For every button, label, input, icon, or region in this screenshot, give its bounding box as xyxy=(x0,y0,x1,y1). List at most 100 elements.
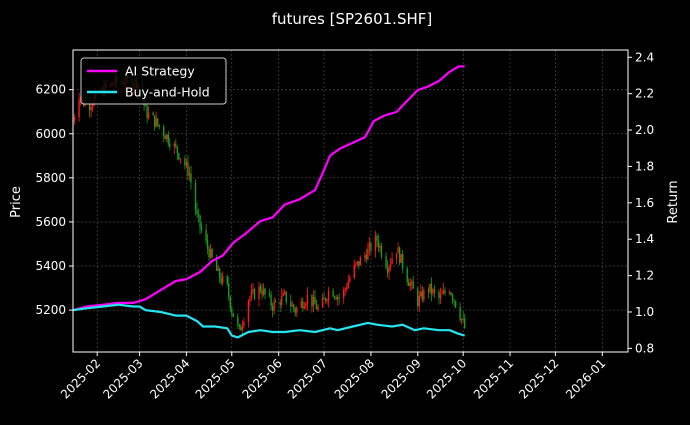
y-left-tick-label: 5800 xyxy=(35,171,66,185)
candle-body xyxy=(271,305,274,311)
candle-body xyxy=(317,306,319,310)
candle-body xyxy=(91,105,94,108)
candle-body xyxy=(228,283,230,297)
chart-title: futures [SP2601.SHF] xyxy=(272,10,432,28)
candle-body xyxy=(296,307,298,313)
candle-body xyxy=(454,301,457,308)
candle-body xyxy=(282,293,284,296)
candle-body xyxy=(462,318,464,320)
y-left-tick-label: 6200 xyxy=(35,83,66,97)
candle-body xyxy=(302,301,304,309)
candle-body xyxy=(153,115,156,127)
candle-body xyxy=(338,297,340,299)
candle-body xyxy=(386,267,389,273)
candle-body xyxy=(459,307,461,320)
candle-body xyxy=(300,301,303,308)
candle-body xyxy=(326,300,328,302)
candle-body xyxy=(209,249,212,258)
candle-body xyxy=(376,236,378,241)
legend: AI Strategy Buy-and-Hold xyxy=(80,57,227,105)
candle-body xyxy=(175,143,177,147)
candle-body xyxy=(222,276,224,283)
candle-body xyxy=(273,301,275,311)
candle-body xyxy=(217,268,219,271)
candle-body xyxy=(238,324,241,327)
candle-body xyxy=(84,103,86,106)
candle-body xyxy=(152,112,154,116)
x-tick-label: 2025-03 xyxy=(100,356,145,401)
candle-body xyxy=(412,281,414,289)
candle-body xyxy=(249,297,251,302)
candle-body xyxy=(355,263,357,265)
y-left-tick-label: 5200 xyxy=(35,303,66,317)
candle-body xyxy=(90,107,92,111)
x-tick-label: 2025-05 xyxy=(193,356,238,401)
candle-body xyxy=(444,290,446,294)
candle-body xyxy=(200,227,203,231)
candle-body xyxy=(155,118,157,127)
candle-body xyxy=(231,308,233,314)
candle-body xyxy=(279,302,281,305)
candle-body xyxy=(433,289,436,292)
candle-body xyxy=(169,143,171,147)
candle-body xyxy=(432,289,434,294)
candle-body xyxy=(194,182,197,210)
candle-body xyxy=(423,289,425,300)
candle-body xyxy=(358,261,360,266)
candle-body xyxy=(451,295,454,300)
candle-body xyxy=(385,256,387,268)
line-series-group xyxy=(72,65,466,339)
candle-body xyxy=(243,321,245,327)
candle-body xyxy=(163,126,165,136)
y-right-tick-label: 1.2 xyxy=(635,269,654,283)
candle-body xyxy=(241,326,244,331)
candle-body xyxy=(196,209,198,214)
candle-body xyxy=(274,301,277,303)
candle-body xyxy=(356,261,359,264)
candle-body xyxy=(291,304,293,307)
candle-body xyxy=(406,268,408,283)
candle-body xyxy=(408,282,410,286)
candle-body xyxy=(327,290,330,301)
candle-body xyxy=(374,236,377,251)
y-right-tick-label: 0.8 xyxy=(635,341,654,355)
x-tick-label: 2026-01 xyxy=(563,356,608,401)
candle-body xyxy=(391,258,393,264)
x-tick-label: 2025-06 xyxy=(239,356,284,401)
candle-body xyxy=(205,230,207,241)
candle-body xyxy=(250,291,253,298)
candle-body xyxy=(176,146,179,154)
candle-body xyxy=(215,257,218,271)
candle-body xyxy=(368,243,371,249)
candle-body xyxy=(184,158,186,166)
y-left-tick-label: 6000 xyxy=(35,127,66,141)
candle-body xyxy=(305,303,307,307)
candle-body xyxy=(261,291,263,295)
candle-body xyxy=(280,295,283,305)
candle-body xyxy=(173,143,176,147)
candle-body xyxy=(220,278,222,283)
candle-body xyxy=(197,213,200,216)
candle-body xyxy=(240,326,242,331)
candle-body xyxy=(389,263,392,267)
candle-body xyxy=(226,276,228,284)
candle-body xyxy=(398,247,401,263)
buy-and-hold-line xyxy=(72,303,466,339)
candle-body xyxy=(232,313,234,317)
candle-body xyxy=(448,292,451,294)
candle-body xyxy=(303,306,306,309)
y-right-tick-label: 1.8 xyxy=(635,159,654,173)
candle-body xyxy=(252,289,254,292)
candle-body xyxy=(190,173,192,183)
candle-body xyxy=(188,173,191,176)
candle-body xyxy=(218,268,221,279)
candle-body xyxy=(463,318,466,328)
candle-body xyxy=(409,283,411,286)
x-tick-label: 2025-02 xyxy=(58,356,103,401)
candle-body xyxy=(247,301,250,322)
candle-body xyxy=(312,296,315,307)
candle-body xyxy=(430,283,433,294)
candle-body xyxy=(429,283,431,292)
candle-body xyxy=(73,117,76,121)
